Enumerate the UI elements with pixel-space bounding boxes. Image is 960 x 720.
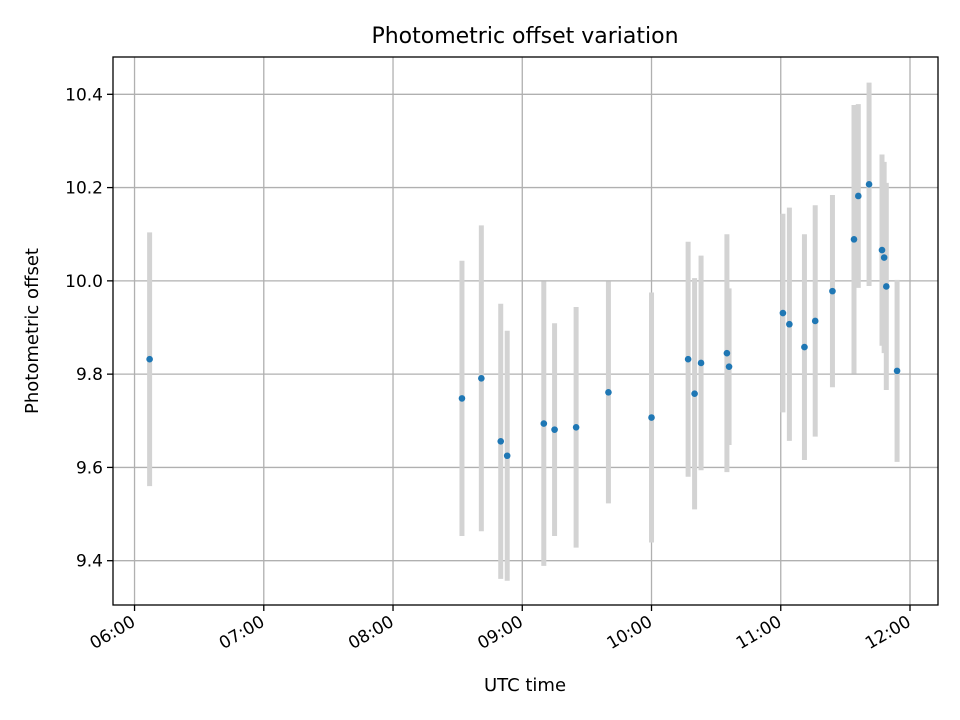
data-point — [497, 437, 505, 445]
data-point — [829, 287, 836, 295]
data-point — [648, 414, 655, 421]
point-layer — [146, 181, 901, 460]
data-point — [865, 181, 873, 188]
y-tick-label: 10.0 — [65, 272, 103, 292]
data-point — [503, 452, 511, 460]
data-point — [691, 390, 698, 398]
grid-layer — [113, 57, 938, 605]
data-point — [779, 309, 787, 317]
data-point — [878, 246, 886, 254]
data-point — [725, 363, 733, 370]
data-point — [458, 395, 466, 402]
data-point — [880, 254, 888, 261]
tick-layer: 06:00 07:00 08:00 09:00 10:00 11:00 12:009.49.… — [65, 85, 914, 654]
y-tick-label: 10.4 — [65, 85, 103, 105]
y-tick-label: 10.2 — [65, 179, 103, 199]
x-axis-label: UTC time — [484, 675, 566, 696]
data-point — [478, 375, 485, 382]
data-point — [850, 236, 858, 243]
chart-title: Photometric offset variation — [371, 24, 678, 49]
data-point — [697, 359, 705, 367]
data-point — [893, 367, 901, 375]
y-tick-label: 9.8 — [76, 365, 103, 385]
data-point — [723, 349, 731, 357]
data-point — [551, 426, 558, 433]
plot-frame — [112, 56, 939, 606]
data-point — [811, 317, 819, 325]
y-tick-label: 9.6 — [76, 458, 103, 478]
data-point — [786, 320, 793, 328]
data-point — [684, 355, 692, 363]
data-point — [883, 283, 890, 290]
y-axis-label: Photometric offset — [22, 248, 43, 414]
data-point — [572, 424, 580, 431]
data-point — [605, 389, 612, 396]
data-point — [855, 192, 862, 200]
data-point — [146, 355, 153, 363]
data-point — [540, 420, 548, 427]
y-tick-label: 9.4 — [76, 552, 103, 572]
data-point — [801, 343, 808, 351]
